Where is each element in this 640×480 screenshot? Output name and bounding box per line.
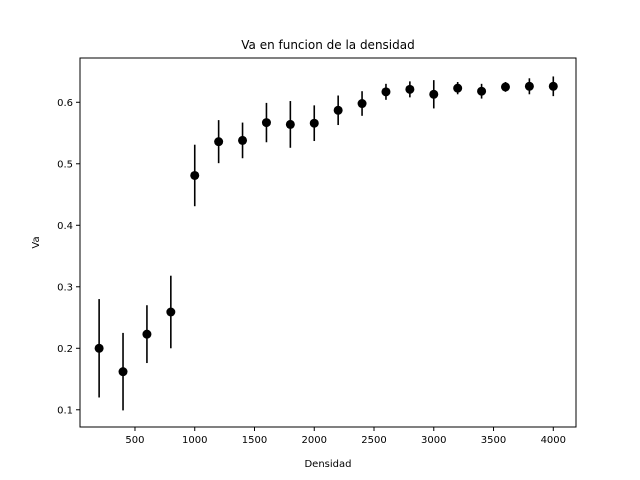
- x-tick-label: 2000: [302, 435, 327, 446]
- y-tick-label: 0.6: [57, 98, 73, 109]
- x-tick-label: 2500: [361, 435, 386, 446]
- y-tick-label: 0.2: [57, 344, 73, 355]
- data-point: [309, 118, 319, 128]
- plot-marks: [94, 76, 558, 411]
- data-point: [285, 119, 295, 129]
- data-point: [118, 367, 128, 377]
- data-point: [333, 105, 343, 115]
- data-point: [524, 81, 534, 91]
- data-point: [357, 99, 367, 109]
- data-point: [94, 343, 104, 353]
- data-point: [190, 170, 200, 180]
- x-tick-label: 3000: [421, 435, 446, 446]
- data-point: [142, 329, 152, 339]
- y-tick-label: 0.1: [57, 405, 73, 416]
- data-point: [405, 84, 415, 94]
- data-point: [238, 135, 248, 145]
- y-tick-label: 0.4: [57, 221, 73, 232]
- y-axis-label: Va: [31, 236, 42, 248]
- y-tick-label: 0.5: [57, 159, 73, 170]
- x-axis-label: Densidad: [304, 459, 351, 470]
- data-point: [381, 87, 391, 97]
- x-tick-label: 1500: [242, 435, 267, 446]
- data-point: [477, 86, 487, 96]
- plot-frame: [79, 57, 577, 428]
- y-tick-label: 0.3: [57, 282, 73, 293]
- x-tick-label: 4000: [541, 435, 566, 446]
- axes: 500 1000 1500 2000 2500 3000 3500 4000 0.1 0.2 0.3…: [57, 98, 566, 446]
- data-point: [214, 137, 224, 147]
- data-point: [166, 307, 176, 317]
- chart-title: Va en funcion de la densidad: [241, 38, 414, 52]
- data-point: [548, 81, 558, 91]
- data-point: [453, 83, 463, 93]
- x-tick-label: 1000: [182, 435, 207, 446]
- x-tick-label: 3500: [481, 435, 506, 446]
- x-tick-label: 500: [125, 435, 144, 446]
- data-point: [261, 118, 271, 128]
- data-point: [500, 82, 510, 92]
- data-point: [429, 89, 439, 99]
